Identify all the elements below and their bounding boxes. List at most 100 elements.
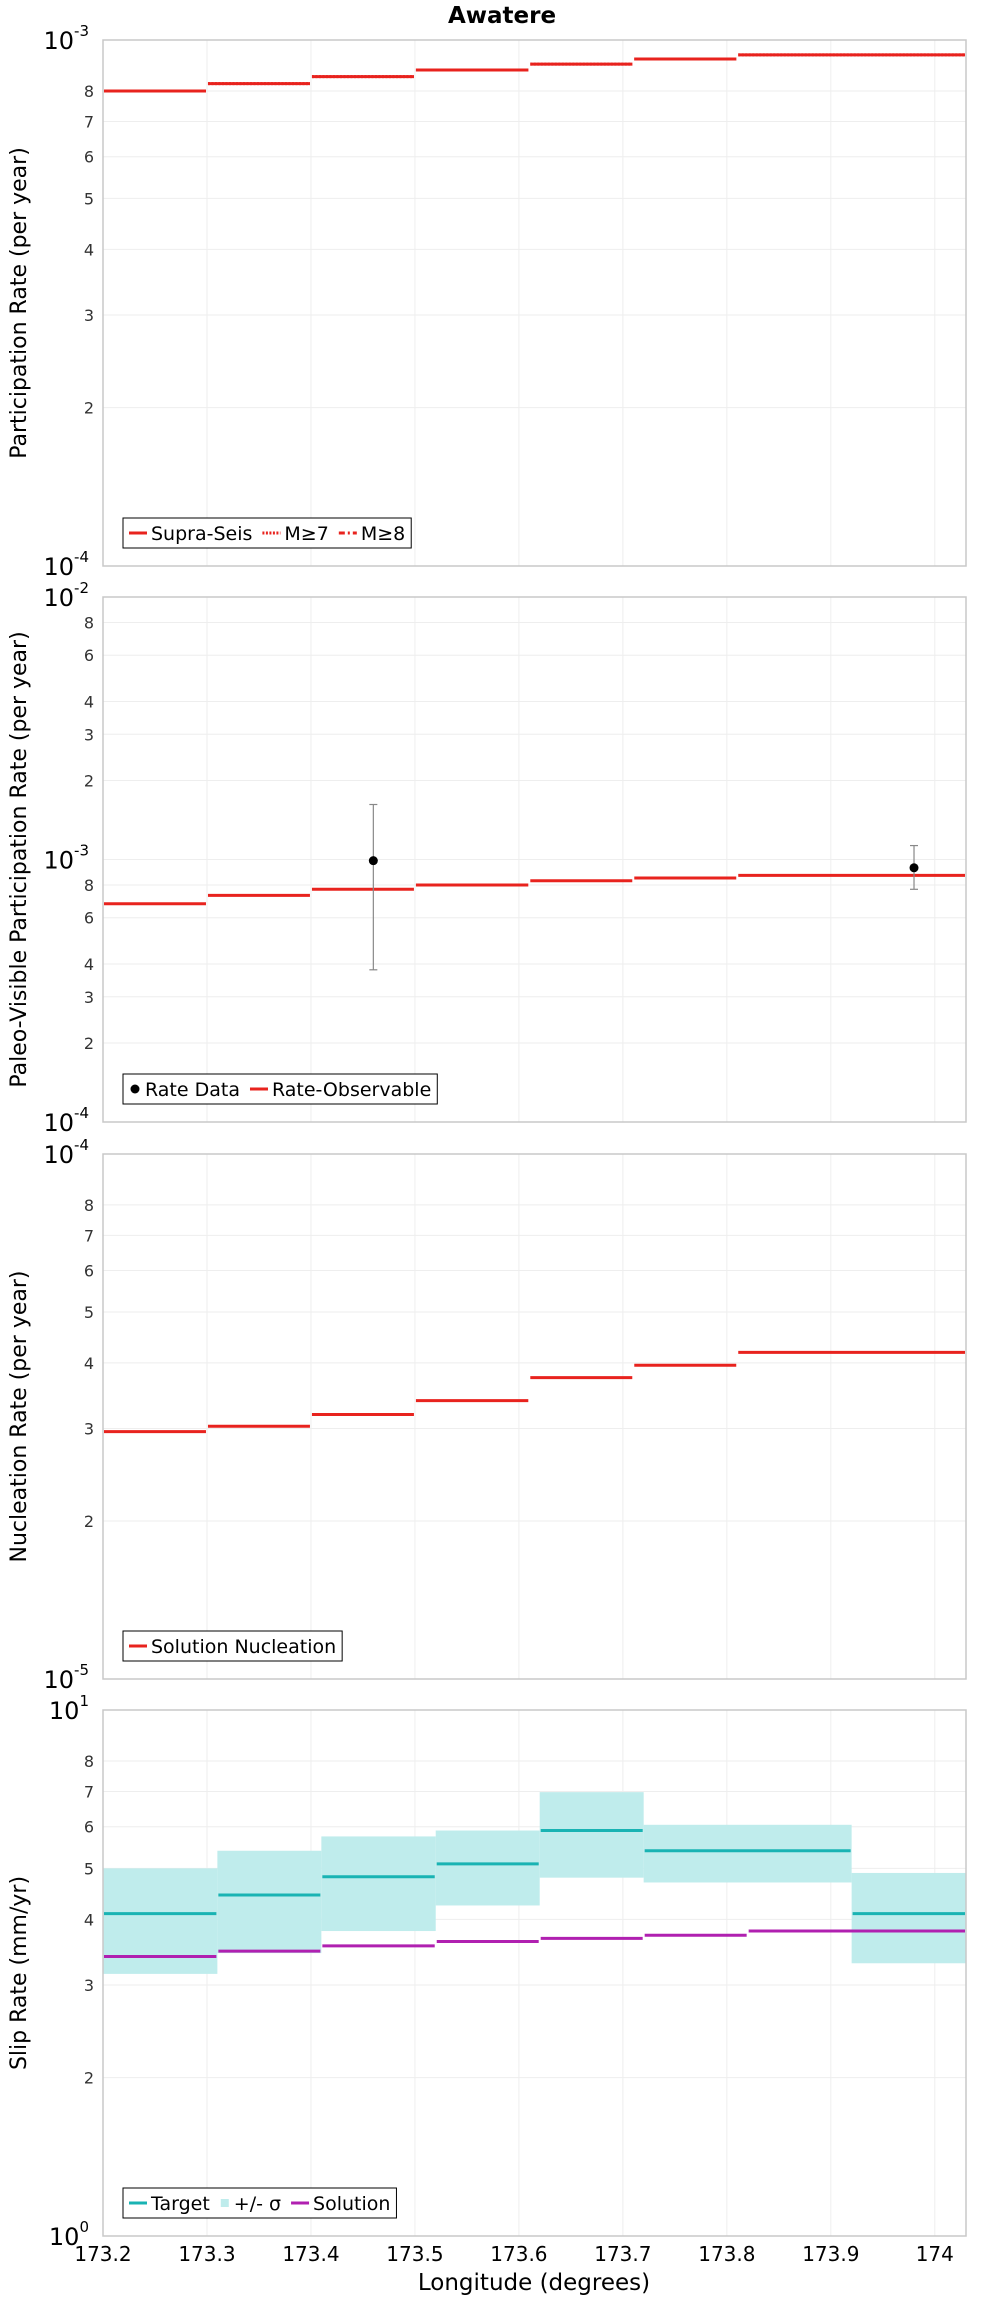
- plot-frame: [102, 1709, 967, 2237]
- y-tick-label: 6: [84, 148, 94, 167]
- y-tick-label: 3: [84, 725, 94, 744]
- y-tick-label: 4: [84, 1910, 94, 1929]
- y-tick-label: 8: [84, 82, 94, 101]
- legend-label: Rate Data: [145, 1079, 240, 1101]
- y-tick-label: 10-5: [43, 1661, 89, 1694]
- chart-panel-3: 10-4 8 7 6 5 4 3 2 10-5 Nucleation Rate (per year…: [7, 1136, 967, 1694]
- x-tick-label: 173.3: [178, 2242, 235, 2266]
- y-tick-label: 4: [84, 692, 94, 711]
- legend-label: M≥8: [361, 523, 405, 545]
- y-tick-label: 6: [84, 1818, 94, 1837]
- sigma-band: [539, 1792, 644, 1878]
- y-tick-exponent: -2: [74, 579, 89, 597]
- rate-data-point: [368, 856, 378, 866]
- y-tick-exponent: -5: [74, 1661, 89, 1679]
- legend: Solution Nucleation: [122, 1630, 343, 1662]
- sigma-band: [321, 1836, 436, 1932]
- x-axis-label: Longitude (degrees): [418, 2270, 650, 2296]
- y-tick-label: 10-4: [43, 1104, 89, 1137]
- legend-box: [122, 2187, 397, 2219]
- legend-box: [122, 1630, 343, 1662]
- y-tick-label: 3: [84, 1420, 94, 1439]
- sigma-band: [103, 1868, 218, 1974]
- x-tick-label: 173.5: [386, 2242, 443, 2266]
- y-tick-label: 2: [84, 1512, 94, 1531]
- legend-label: Rate-Observable: [272, 1079, 431, 1101]
- y-tick-exponent: 1: [79, 1692, 89, 1710]
- legend-label: Supra-Seis: [151, 523, 252, 545]
- sigma-band: [851, 1872, 966, 1964]
- legend-label: Target: [150, 2193, 210, 2215]
- y-tick-label: 2: [84, 1034, 94, 1053]
- legend-marker: [130, 1084, 140, 1094]
- y-tick-label: 2: [84, 2069, 94, 2088]
- y-tick-exponent: -4: [74, 548, 89, 566]
- y-tick-label: 5: [84, 1303, 94, 1322]
- y-tick-label: 6: [84, 646, 94, 665]
- legend-box: [122, 1073, 438, 1105]
- y-tick-label: 3: [84, 306, 94, 325]
- x-tick-label: 173.6: [490, 2242, 547, 2266]
- plot-frame: [102, 1153, 967, 1680]
- y-tick-label: 4: [84, 1354, 94, 1373]
- x-tick-label: 173.8: [698, 2242, 755, 2266]
- y-tick-label: 4: [84, 955, 94, 974]
- x-tick-label: 174: [916, 2242, 954, 2266]
- y-axis-label: Participation Rate (per year): [7, 147, 32, 459]
- plot-frame: [102, 39, 967, 567]
- y-tick-label: 2: [84, 399, 94, 418]
- y-tick-label: 10-4: [43, 548, 89, 581]
- y-tick-label: 7: [84, 112, 94, 131]
- y-tick-label: 7: [84, 1782, 94, 1801]
- y-tick-label: 3: [84, 988, 94, 1007]
- y-tick-label: 6: [84, 909, 94, 928]
- sigma-band: [643, 1824, 852, 1883]
- y-tick-label: 8: [84, 876, 94, 895]
- y-tick-label: 10-4: [43, 1136, 89, 1169]
- y-tick-label: 8: [84, 1752, 94, 1771]
- sigma-band: [217, 1850, 322, 1954]
- legend-marker: [220, 2199, 229, 2207]
- chart-panel-1: 10-3 8 7 6 5 4 3 2 10-4 Participation Rate (per y…: [7, 22, 967, 581]
- legend-label: Solution Nucleation: [151, 1636, 336, 1658]
- figure-title: Awatere: [448, 3, 556, 29]
- y-tick-exponent: -3: [74, 842, 89, 860]
- legend: Supra-Seis M≥7 M≥8: [122, 517, 412, 549]
- y-tick-label: 8: [84, 1196, 94, 1215]
- sigma-band: [435, 1830, 540, 1906]
- y-axis-label: Slip Rate (mm/yr): [7, 1876, 32, 2070]
- y-tick-label: 5: [84, 189, 94, 208]
- y-tick-exponent: -3: [74, 22, 89, 40]
- legend: Rate Data Rate-Observable: [122, 1073, 438, 1105]
- y-tick-label: 6: [84, 1261, 94, 1280]
- y-tick-label: 3: [84, 1976, 94, 1995]
- x-tick-label: 173.2: [74, 2242, 131, 2266]
- y-axis-label: Nucleation Rate (per year): [7, 1271, 32, 1563]
- x-tick-label: 173.9: [802, 2242, 859, 2266]
- x-tick-label: 173.7: [594, 2242, 651, 2266]
- y-tick-label: 101: [49, 1692, 89, 1725]
- y-tick-exponent: 0: [79, 2218, 89, 2236]
- legend-label: M≥7: [284, 523, 328, 545]
- plot-frame: [102, 596, 967, 1123]
- y-tick-label: 10-3: [43, 842, 89, 875]
- y-tick-exponent: -4: [74, 1104, 89, 1122]
- y-tick-label: 10-3: [43, 22, 89, 55]
- legend: Target +/- σ Solution: [122, 2187, 397, 2219]
- y-tick-exponent: -4: [74, 1136, 89, 1154]
- plot-area: [103, 40, 966, 566]
- rate-data-point: [909, 863, 919, 873]
- y-tick-label: 2: [84, 771, 94, 790]
- plot-area: [103, 1154, 966, 1679]
- plot-area: [103, 1710, 966, 2236]
- y-tick-label: 7: [84, 1226, 94, 1245]
- y-tick-label: 5: [84, 1859, 94, 1878]
- y-axis-label: Paleo-Visible Participation Rate (per ye…: [7, 631, 32, 1087]
- legend-label: +/- σ: [234, 2193, 281, 2215]
- legend-label: Solution: [313, 2193, 390, 2215]
- y-tick-label: 4: [84, 240, 94, 259]
